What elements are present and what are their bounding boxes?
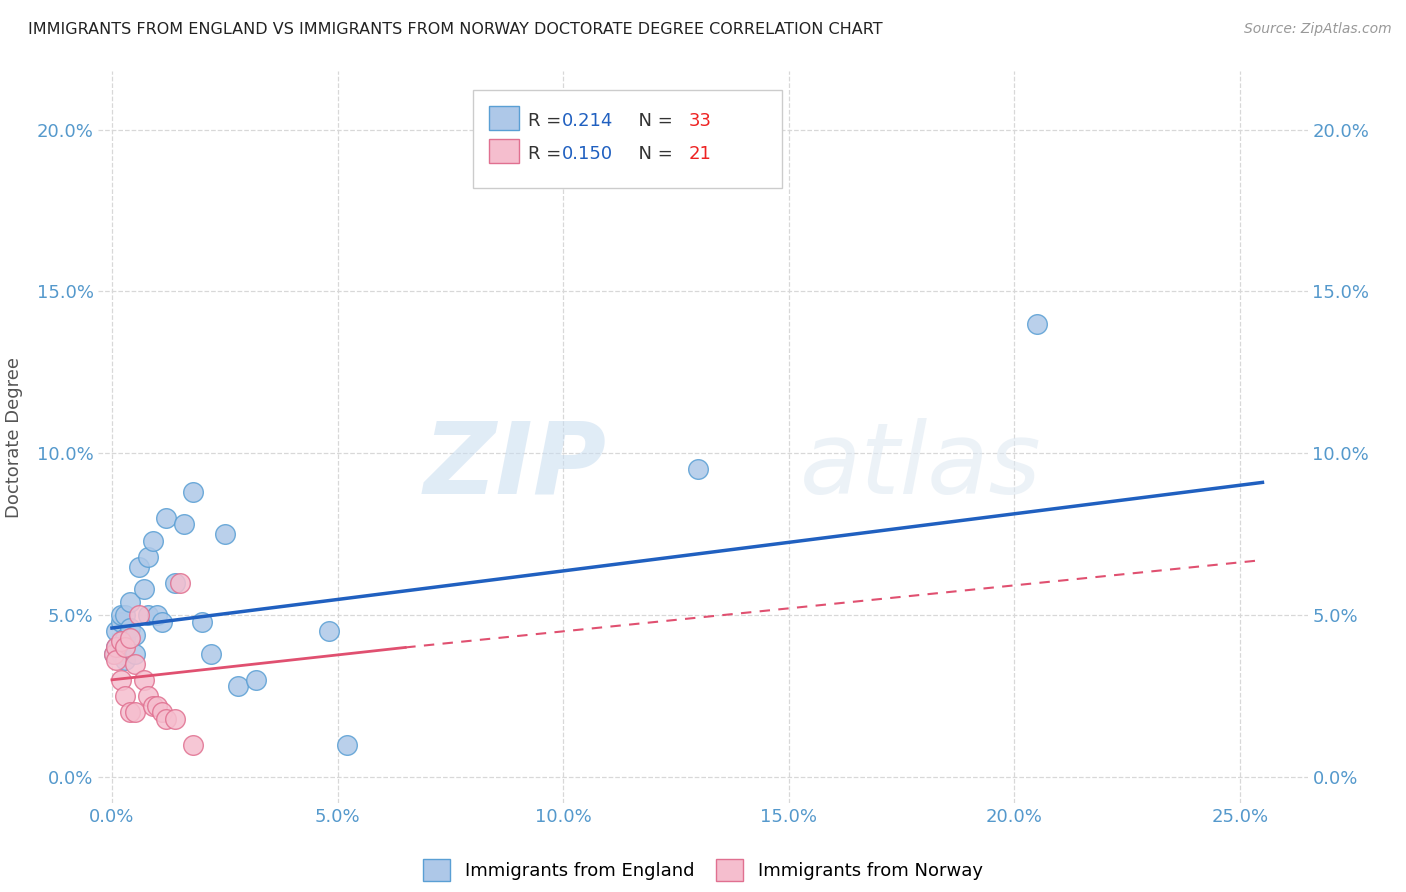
Point (1025, 317, 1047, 331)
Point (245, 673, 267, 687)
Y-axis label: Doctorate Degree: Doctorate Degree (4, 357, 22, 517)
Legend: Immigrants from England, Immigrants from Norway: Immigrants from England, Immigrants from… (416, 852, 990, 888)
Point (110, 673, 132, 687)
Point (128, 559, 150, 574)
FancyBboxPatch shape (474, 90, 782, 188)
Point (226, 679, 249, 693)
Point (132, 673, 155, 687)
Text: 21: 21 (689, 145, 711, 162)
Point (173, 517, 195, 532)
Point (335, 738, 357, 752)
Text: R =: R = (527, 145, 567, 162)
Point (181, 738, 204, 752)
Point (114, 631, 136, 645)
Point (146, 698, 169, 713)
Point (110, 647, 132, 661)
FancyBboxPatch shape (489, 106, 519, 130)
Point (114, 608, 136, 623)
Point (124, 657, 146, 671)
Point (110, 634, 132, 648)
Point (118, 621, 141, 635)
Text: ZIP: ZIP (423, 417, 606, 515)
Point (214, 527, 236, 541)
Point (118, 595, 141, 609)
Point (155, 712, 177, 726)
Point (165, 712, 187, 726)
Point (124, 627, 146, 641)
Point (110, 615, 132, 629)
Point (181, 485, 204, 500)
Point (105, 640, 128, 655)
Point (191, 615, 214, 629)
Point (150, 705, 173, 719)
Point (146, 608, 169, 623)
Text: N =: N = (627, 112, 678, 129)
Point (114, 640, 136, 655)
Point (105, 624, 128, 639)
Point (136, 689, 159, 703)
Point (103, 647, 125, 661)
Text: 0.214: 0.214 (561, 112, 613, 129)
Point (169, 575, 191, 590)
Point (688, 462, 710, 476)
Point (142, 698, 165, 713)
Point (165, 575, 187, 590)
Point (118, 631, 141, 645)
Point (114, 653, 136, 667)
Point (124, 647, 146, 661)
Point (110, 608, 132, 623)
Point (118, 705, 141, 719)
Point (105, 653, 128, 667)
Point (318, 624, 340, 639)
Point (124, 705, 146, 719)
Text: 33: 33 (689, 112, 711, 129)
Text: Source: ZipAtlas.com: Source: ZipAtlas.com (1244, 22, 1392, 37)
Point (103, 647, 125, 661)
Point (136, 549, 159, 564)
Text: atlas: atlas (800, 417, 1042, 515)
Text: R =: R = (527, 112, 567, 129)
Point (114, 689, 136, 703)
Text: N =: N = (627, 145, 678, 162)
Text: IMMIGRANTS FROM ENGLAND VS IMMIGRANTS FROM NORWAY DOCTORATE DEGREE CORRELATION C: IMMIGRANTS FROM ENGLAND VS IMMIGRANTS FR… (28, 22, 883, 37)
Point (105, 640, 128, 655)
Point (155, 511, 177, 525)
Text: 0.150: 0.150 (561, 145, 613, 162)
Point (200, 647, 222, 661)
Point (136, 608, 159, 623)
Point (150, 615, 173, 629)
Point (142, 533, 165, 548)
Point (128, 608, 150, 623)
FancyBboxPatch shape (489, 139, 519, 163)
Point (132, 582, 155, 597)
